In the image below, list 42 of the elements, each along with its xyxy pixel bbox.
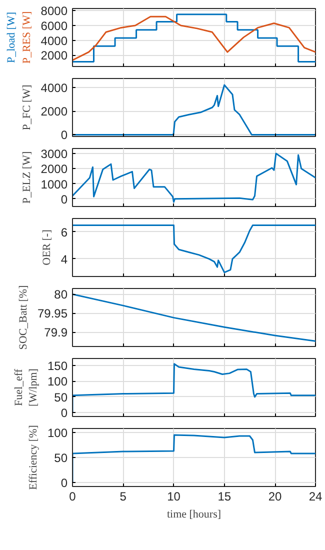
- y-tick-label: 0: [60, 476, 68, 490]
- line-series: [72, 293, 316, 342]
- x-tick-label: 20: [268, 490, 282, 504]
- y-tick-label: 0: [60, 192, 68, 206]
- y-tick-label: 50: [54, 390, 68, 404]
- x-tick-label: 10: [167, 490, 181, 504]
- x-axis-title: time [hours]: [166, 508, 222, 520]
- y-axis-title: OER [-]: [40, 230, 53, 266]
- y-axis-title: SOC_Batt [%]: [17, 285, 30, 350]
- y-tick-label: 2000: [40, 48, 68, 63]
- text: P_RES [W]: [20, 11, 33, 64]
- y-tick-label: 6000: [40, 18, 68, 33]
- y-tick-label: 100: [47, 374, 68, 389]
- y-tick-label: 1000: [40, 177, 68, 192]
- y-tick-label: 3000: [40, 146, 68, 161]
- x-tick-label: 24: [308, 490, 322, 504]
- y-tick-label: 6: [60, 225, 68, 240]
- y-tick-label: 0: [60, 406, 68, 420]
- y-tick-label: 0: [60, 128, 68, 142]
- y-axis-title: Fuel_eff [W/lpm]: [13, 368, 40, 406]
- y-tick-label: 80: [54, 288, 68, 302]
- y-tick-label: 8000: [40, 4, 68, 18]
- y-tick-label: 4: [60, 252, 68, 266]
- line-series: [72, 84, 316, 136]
- x-tick-label: 15: [218, 490, 232, 504]
- y-tick-label: 2000: [40, 162, 68, 176]
- text: P_load [W]: [6, 12, 18, 64]
- y-axis-title: P_ELZ [W]: [20, 151, 33, 204]
- line-series: [72, 224, 316, 274]
- y-tick-label: 150: [47, 358, 68, 373]
- y-tick-label: 79.9: [44, 326, 68, 340]
- line-series: [72, 152, 316, 203]
- y-tick-label: 4000: [40, 80, 68, 95]
- x-tick-label: 5: [120, 490, 127, 504]
- y-tick-label: 50: [54, 451, 68, 465]
- x-tick-label: 0: [69, 490, 76, 504]
- y-axis-title: P_FC [W]: [20, 84, 33, 130]
- y-tick-label: 79.95: [37, 306, 68, 321]
- y-tick-label: 2000: [40, 104, 68, 119]
- y-axis-title: Efficiency [%]: [27, 425, 40, 490]
- y-tick-label: 4000: [40, 34, 68, 48]
- y-tick-label: 100: [47, 426, 68, 440]
